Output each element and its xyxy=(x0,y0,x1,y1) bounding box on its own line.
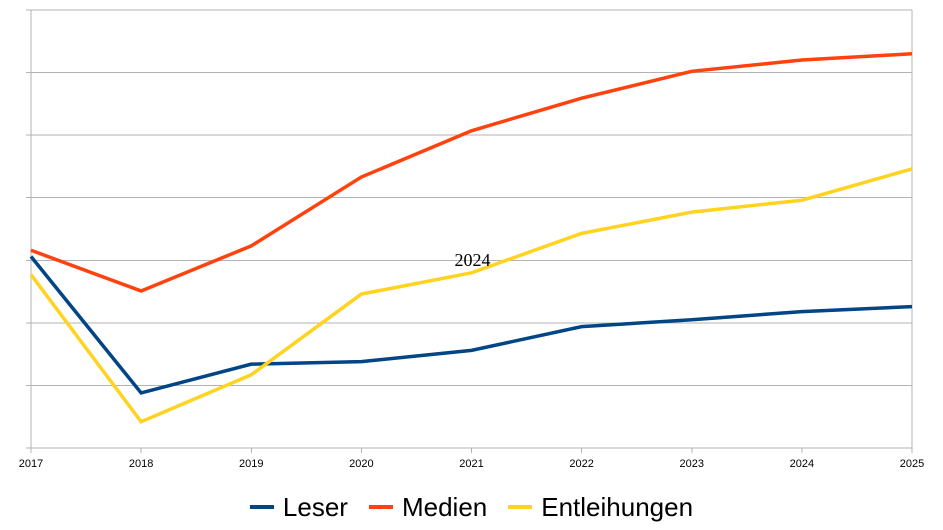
entleihungen-line-swatch xyxy=(508,505,533,509)
legend-label-leser: Leser xyxy=(282,492,348,522)
series-line-medien xyxy=(30,52,913,293)
medien-line-swatch xyxy=(368,505,393,509)
series-line-leser xyxy=(29,255,913,395)
series-line-entleihungen xyxy=(29,167,913,424)
x-axis-label: 2019 xyxy=(239,458,263,470)
line-chart: 2017 2018 2019 2020 2021 2022 2023 2024 2025 2024 xyxy=(19,9,924,470)
x-axis-label: 2021 xyxy=(459,458,483,470)
legend-label-medien: Medien xyxy=(401,492,488,522)
chart-annotation: 2024 xyxy=(455,250,491,270)
chart-legend: Leser Medien Entleihungen xyxy=(0,484,943,530)
legend-item-leser: Leser xyxy=(249,492,348,522)
legend-label-entleihungen: Entleihungen xyxy=(541,492,694,522)
x-axis-label: 2018 xyxy=(129,458,153,470)
x-axis-label: 2022 xyxy=(569,458,593,470)
x-axis-label: 2017 xyxy=(19,458,43,470)
leser-line-swatch xyxy=(249,505,274,509)
legend-item-entleihungen: Entleihungen xyxy=(508,494,693,520)
legend-item-medien: Medien xyxy=(368,492,488,522)
x-axis-label: 2024 xyxy=(790,458,814,470)
x-axis-label: 2025 xyxy=(900,458,924,470)
x-axis-label: 2020 xyxy=(349,458,373,470)
x-axis-label: 2023 xyxy=(680,458,704,470)
